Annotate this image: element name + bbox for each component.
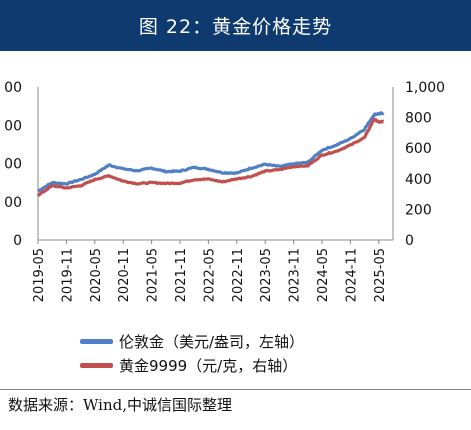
x-tick-label: 2020-05: [89, 248, 104, 302]
x-tick-label: 2024-11: [344, 248, 359, 302]
right-tick-label: 200: [405, 202, 432, 218]
divider: [0, 389, 471, 390]
source-note: 数据来源：Wind,中诚信国际整理: [8, 394, 232, 415]
x-tick-label: 2021-11: [174, 248, 189, 302]
right-tick-label: 1,000: [405, 80, 445, 96]
x-tick-label: 2022-11: [231, 248, 246, 302]
legend-label-london: 伦敦金（美元/盎司，左轴）: [119, 332, 305, 351]
x-tick-label: 2019-11: [60, 248, 75, 302]
x-tick-label: 2021-05: [146, 248, 161, 302]
legend-label-au9999: 黄金9999（元/克，右轴）: [119, 356, 298, 375]
x-tick-label: 2025-05: [373, 248, 388, 302]
series-line-au9999: [36, 117, 385, 198]
x-tick-label: 2020-11: [117, 248, 132, 302]
figure-title: 图 22：黄金价格走势: [0, 0, 471, 51]
x-tick-label: 2024-05: [316, 248, 331, 302]
right-tick-label: 800: [405, 111, 432, 127]
x-tick-label: 2019-05: [32, 248, 47, 302]
legend-swatch-london: [80, 338, 113, 344]
source-text: 数据来源：Wind,中诚信国际整理: [8, 396, 232, 414]
right-tick-label: 600: [405, 141, 432, 157]
left-tick-label: 00: [4, 80, 22, 96]
legend-item-au9999: 黄金9999（元/克，右轴）: [80, 353, 304, 377]
x-tick-label: 2023-11: [288, 248, 303, 302]
legend-item-london: 伦敦金（美元/盎司，左轴）: [80, 329, 304, 353]
x-tick-label: 2022-05: [202, 248, 217, 302]
left-tick-label: 00: [4, 118, 22, 134]
chart-legend: 伦敦金（美元/盎司，左轴） 黄金9999（元/克，右轴）: [80, 329, 304, 377]
right-tick-label: 0: [405, 233, 414, 249]
left-tick-label: 00: [4, 157, 22, 173]
series-line-london-gold: [37, 111, 385, 193]
figure-title-text: 图 22：黄金价格走势: [138, 16, 333, 38]
x-tick-label: 2023-05: [259, 248, 274, 302]
left-tick-label: 00: [4, 195, 22, 211]
chart-area: 0 00 00 00 00 0 200 400 600 800 1,000 2019-05 2019-1…: [0, 51, 471, 394]
left-tick-label: 0: [13, 233, 22, 249]
legend-swatch-au9999: [80, 362, 113, 368]
right-tick-label: 400: [405, 172, 432, 188]
